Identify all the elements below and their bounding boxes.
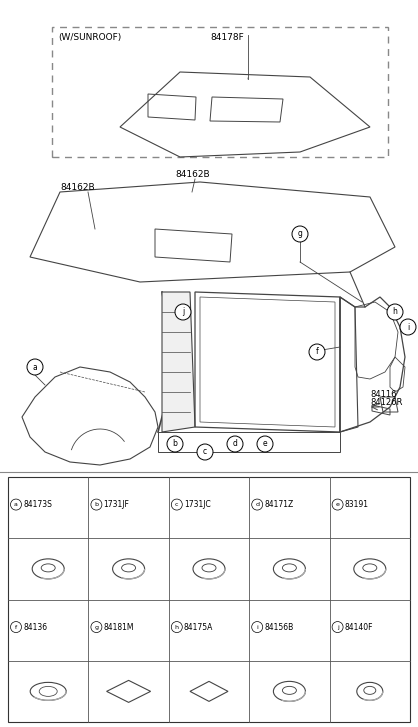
- Text: h: h: [175, 624, 179, 630]
- Bar: [8, 477, 410, 722]
- Text: j: j: [182, 308, 184, 316]
- Circle shape: [197, 444, 213, 460]
- Text: b: b: [94, 502, 98, 507]
- Text: 84171Z: 84171Z: [264, 500, 293, 509]
- Text: a: a: [33, 363, 37, 371]
- Text: f: f: [15, 624, 17, 630]
- Text: 83191: 83191: [344, 500, 369, 509]
- Text: b: b: [173, 440, 177, 449]
- Text: 84136: 84136: [23, 622, 47, 632]
- Circle shape: [10, 499, 21, 510]
- Text: 84126R: 84126R: [370, 398, 403, 407]
- Circle shape: [400, 319, 416, 335]
- Circle shape: [332, 499, 343, 510]
- Text: 84175A: 84175A: [184, 622, 213, 632]
- Circle shape: [171, 622, 182, 632]
- Circle shape: [252, 622, 263, 632]
- Circle shape: [167, 436, 183, 452]
- Circle shape: [227, 436, 243, 452]
- Text: e: e: [336, 502, 339, 507]
- Text: 84181M: 84181M: [103, 622, 134, 632]
- Bar: [52, 27, 388, 157]
- Circle shape: [257, 436, 273, 452]
- Circle shape: [171, 499, 182, 510]
- Circle shape: [27, 359, 43, 375]
- Text: g: g: [94, 624, 98, 630]
- Text: i: i: [256, 624, 258, 630]
- Text: e: e: [263, 440, 268, 449]
- Text: d: d: [255, 502, 259, 507]
- Text: c: c: [175, 502, 178, 507]
- Text: 84156B: 84156B: [264, 622, 293, 632]
- Text: c: c: [203, 448, 207, 457]
- Circle shape: [309, 344, 325, 360]
- Circle shape: [10, 622, 21, 632]
- Text: f: f: [316, 348, 319, 356]
- Circle shape: [252, 499, 263, 510]
- Text: 84173S: 84173S: [23, 500, 52, 509]
- Text: g: g: [298, 230, 303, 238]
- Circle shape: [91, 622, 102, 632]
- Text: d: d: [232, 440, 237, 449]
- Circle shape: [387, 304, 403, 320]
- Text: 84162B: 84162B: [175, 170, 209, 179]
- Text: 84116: 84116: [370, 390, 397, 399]
- Text: i: i: [407, 323, 409, 332]
- Text: 84162B: 84162B: [60, 183, 94, 192]
- Text: 1731JF: 1731JF: [103, 500, 129, 509]
- Text: 1731JC: 1731JC: [184, 500, 211, 509]
- Text: j: j: [337, 624, 339, 630]
- Text: a: a: [14, 502, 18, 507]
- Text: 84178F: 84178F: [210, 33, 244, 42]
- Polygon shape: [162, 292, 195, 432]
- Circle shape: [175, 304, 191, 320]
- Text: h: h: [393, 308, 398, 316]
- Circle shape: [332, 622, 343, 632]
- Text: 84140F: 84140F: [344, 622, 373, 632]
- Text: (W/SUNROOF): (W/SUNROOF): [58, 33, 121, 42]
- Circle shape: [292, 226, 308, 242]
- Circle shape: [91, 499, 102, 510]
